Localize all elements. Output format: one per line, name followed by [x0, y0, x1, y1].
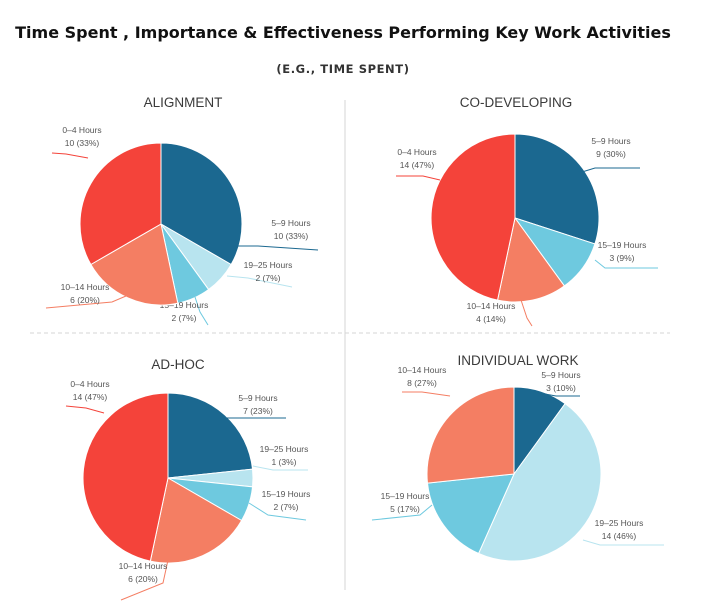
- slice-value-label: 10 (33%): [274, 231, 309, 241]
- panel-title-co-developing: CO-DEVELOPING: [460, 95, 573, 110]
- leader-line: [582, 539, 664, 546]
- slice-label: 10–14 Hours: [398, 365, 447, 375]
- slice-label: 0–4 Hours: [397, 147, 436, 157]
- pie-slice: [496, 216, 566, 303]
- pie-slice: [426, 386, 515, 484]
- pie-slice: [167, 392, 254, 479]
- slice-label: 19–25 Hours: [244, 260, 293, 270]
- slice-value-label: 3 (10%): [546, 383, 576, 393]
- leader-line: [371, 504, 433, 521]
- leader-line: [194, 296, 209, 326]
- slice-value-label: 8 (27%): [407, 378, 437, 388]
- leader-line: [581, 167, 640, 173]
- slice-label: 10–14 Hours: [467, 301, 516, 311]
- slice-value-label: 2 (7%): [171, 313, 196, 323]
- slice-label: 0–4 Hours: [62, 125, 101, 135]
- panel-title-individual-work: INDIVIDUAL WORK: [457, 353, 578, 368]
- leader-line: [544, 393, 580, 397]
- slice-label: 0–4 Hours: [70, 379, 109, 389]
- leader-line: [51, 152, 89, 159]
- leader-line: [65, 405, 105, 414]
- pie-slice: [149, 477, 243, 564]
- pie-slice: [90, 223, 179, 306]
- panel-title-ad-hoc: AD-HOC: [151, 357, 204, 372]
- slice-label: 5–9 Hours: [238, 393, 277, 403]
- pie-charts-layer: 5–9 Hours 10 (33%) 19–25 Hours 2 (7%) 15–19 …: [45, 125, 664, 601]
- slice-value-label: 14 (47%): [73, 392, 108, 402]
- slice-label: 15–19 Hours: [262, 489, 311, 499]
- pie-slice: [426, 473, 515, 555]
- leader-line: [45, 295, 127, 309]
- pie-slice: [430, 133, 516, 301]
- slice-value-label: 6 (20%): [128, 574, 158, 584]
- slice-value-label: 14 (46%): [602, 531, 637, 541]
- slice-value-label: 10 (33%): [65, 138, 100, 148]
- slice-value-label: 7 (23%): [243, 406, 273, 416]
- leader-line: [519, 296, 533, 327]
- slice-label: 15–19 Hours: [598, 240, 647, 250]
- leader-line: [594, 259, 658, 269]
- slice-label: 15–19 Hours: [381, 491, 430, 501]
- chart-subtitle: (E.G., TIME SPENT): [276, 62, 409, 76]
- pie-slice: [79, 142, 162, 266]
- leader-line: [226, 275, 293, 288]
- panel-title-alignment: ALIGNMENT: [144, 95, 223, 110]
- leader-line: [248, 502, 307, 521]
- leader-line: [120, 559, 169, 601]
- leader-line: [236, 245, 319, 251]
- slice-label: 10–14 Hours: [119, 561, 168, 571]
- leader-line: [252, 465, 308, 471]
- pie-slice: [160, 142, 243, 266]
- slice-label: 5–9 Hours: [271, 218, 310, 228]
- leader-line: [402, 391, 451, 397]
- slice-label: 5–9 Hours: [591, 136, 630, 146]
- slice-value-label: 5 (17%): [390, 504, 420, 514]
- chart-title: Time Spent , Importance & Effectiveness …: [15, 23, 671, 42]
- slice-value-label: 4 (14%): [476, 314, 506, 324]
- slice-label: 19–25 Hours: [595, 518, 644, 528]
- slice-value-label: 2 (7%): [255, 273, 280, 283]
- slice-value-label: 1 (3%): [271, 457, 296, 467]
- slice-label: 10–14 Hours: [61, 282, 110, 292]
- slice-value-label: 3 (9%): [609, 253, 634, 263]
- slice-value-label: 9 (30%): [596, 149, 626, 159]
- pie-slice: [477, 402, 602, 562]
- slice-label: 19–25 Hours: [260, 444, 309, 454]
- slice-value-label: 14 (47%): [400, 160, 435, 170]
- slice-label: 15–19 Hours: [160, 300, 209, 310]
- pie-slice: [514, 133, 600, 245]
- slice-label: 5–9 Hours: [541, 370, 580, 380]
- slice-value-label: 2 (7%): [273, 502, 298, 512]
- slice-value-label: 6 (20%): [70, 295, 100, 305]
- pie-slice: [82, 392, 169, 562]
- leader-line: [396, 175, 441, 181]
